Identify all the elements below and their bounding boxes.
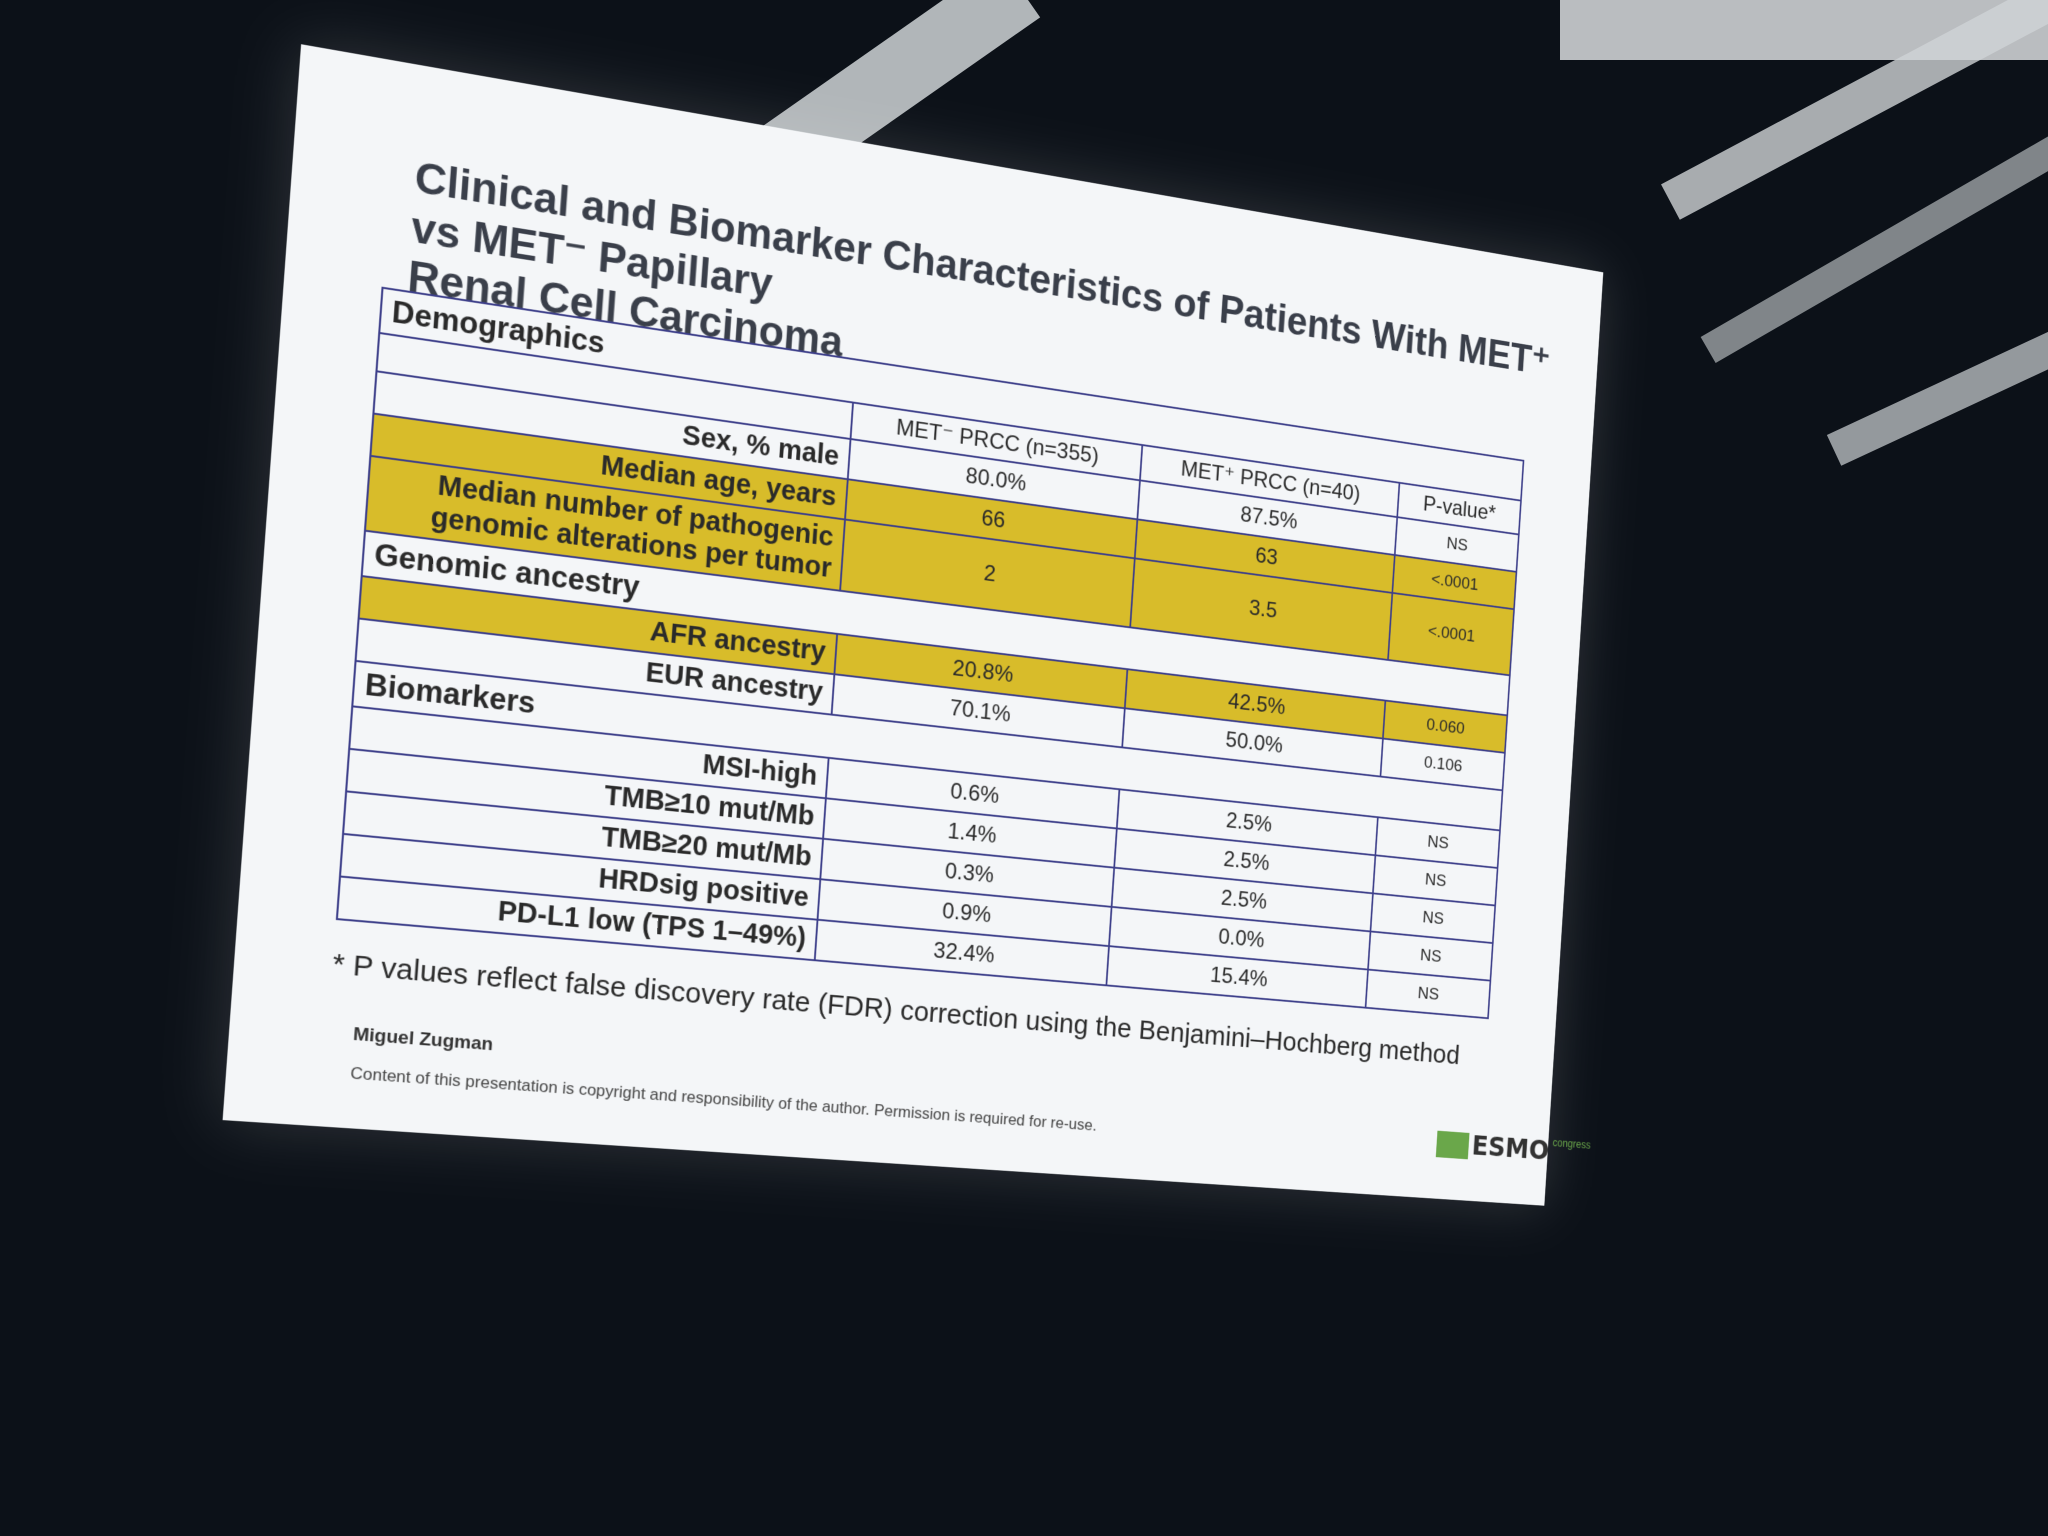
copyright-notice: Content of this presentation is copyrigh… — [350, 1064, 1098, 1136]
logo-badge-icon — [1436, 1130, 1470, 1159]
logo-sup: congress — [1552, 1136, 1591, 1151]
projection-screen: Clinical and Biomarker Characteristics o… — [223, 44, 1604, 1206]
esmo-logo: ESMO congress — [1436, 1128, 1591, 1169]
logo-word: ESMO — [1471, 1131, 1550, 1167]
author-name: Miguel Zugman — [352, 1024, 493, 1056]
